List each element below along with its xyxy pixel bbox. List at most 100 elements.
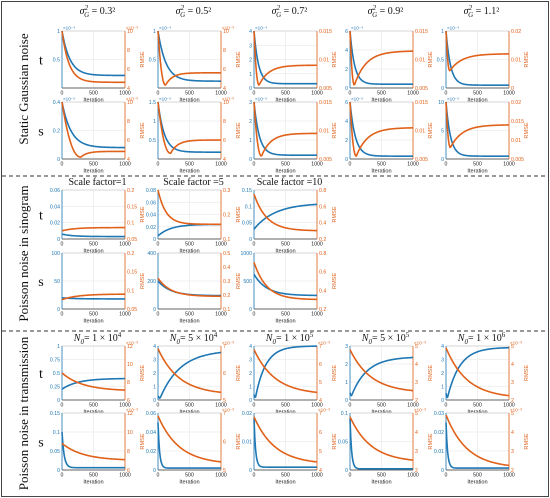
right-tick-label: 6 xyxy=(223,67,226,73)
right-axis-label: RMSE xyxy=(236,273,242,289)
series-line-rmse xyxy=(445,101,510,149)
right-tick-label: 0.1 xyxy=(223,307,230,313)
x-tick-label: 500 xyxy=(185,312,194,318)
right-tick-label: 6 xyxy=(223,138,226,144)
x-tick-label: 1000 xyxy=(311,312,323,318)
subplot-s2-r1-c3: 0 0.05 0.1 2 3 4 5×10⁻³ 0 500 1000 Iteration RMSE xyxy=(338,408,434,486)
x-axis-label: Iteration xyxy=(179,480,199,486)
title-part: = 5 × 10 xyxy=(372,333,406,344)
right-tick-label: 6 xyxy=(319,430,322,436)
right-tick-label: 2 xyxy=(415,398,418,404)
series-line-estimate xyxy=(157,422,222,469)
right-tick-label: 12 xyxy=(127,411,133,417)
title-part: G xyxy=(180,11,185,19)
series-line-estimate xyxy=(445,30,510,86)
right-tick-label: 4 xyxy=(127,86,130,92)
x-tick-label: 0 xyxy=(61,403,64,409)
x-tick-label: 0 xyxy=(349,473,352,479)
left-tick-label: 4 xyxy=(249,29,252,35)
x-tick-label: 0 xyxy=(349,403,352,409)
right-tick-label: 8 xyxy=(127,380,130,386)
right-tick-label: 3 xyxy=(511,449,514,455)
left-tick-label: 0 xyxy=(153,307,156,313)
x-axis-label: Iteration xyxy=(467,480,487,486)
left-multiplier: ×10⁻⁴ xyxy=(63,26,75,31)
left-tick-label: 0.5 xyxy=(149,58,156,64)
right-tick-label: 2 xyxy=(511,398,514,404)
title-part: G xyxy=(468,11,473,19)
left-tick-label: 0.1 xyxy=(341,411,348,417)
left-tick-label: 0.25 xyxy=(50,385,60,391)
column-title: σ2 G = 0.7² xyxy=(272,4,308,19)
left-tick-label: 200 xyxy=(147,279,156,285)
x-axis-label: Iteration xyxy=(179,410,199,416)
subplot-s0-r0-c2: 0 1 2 3 4 0.005 0.01 0.015 ×10⁻⁴ 0 500 1000 Iteratio… xyxy=(249,26,338,104)
right-multiplier: ×10⁻³ xyxy=(318,341,330,346)
left-tick-label: 0.05 xyxy=(338,440,348,446)
right-tick-label: 0.2 xyxy=(127,188,134,194)
right-tick-label: 0.8 xyxy=(319,188,326,194)
right-axis-label: RMSE xyxy=(428,433,434,449)
right-tick-label: 2 xyxy=(415,468,418,474)
subplot-s0-r1-c3: 0 2 4 6 0.005 0.01 0.015 ×10⁻⁵ 0 500 1000 Iteration… xyxy=(345,97,434,175)
right-tick-label: 4 xyxy=(415,430,418,436)
right-tick-label: 6 xyxy=(127,468,130,474)
x-tick-label: 1000 xyxy=(311,473,323,479)
right-axis-label: RMSE xyxy=(332,365,338,381)
x-tick-label: 1000 xyxy=(119,473,131,479)
column-title: N0= 1 × 104 xyxy=(73,331,122,346)
x-axis-label: Iteration xyxy=(275,319,295,325)
left-tick-label: 0.04 xyxy=(146,213,156,219)
x-tick-label: 500 xyxy=(473,403,482,409)
series-line-rmse xyxy=(61,226,126,232)
x-tick-label: 0 xyxy=(157,162,160,168)
x-axis-label: Iteration xyxy=(371,480,391,486)
x-axis-label: Iteration xyxy=(275,410,295,416)
left-multiplier: ×10⁻⁵ xyxy=(159,97,171,102)
title-part: G xyxy=(372,11,377,19)
x-tick-label: 0 xyxy=(61,91,64,97)
right-tick-label: 0.15 xyxy=(127,270,137,276)
x-axis-label: Iteration xyxy=(179,319,199,325)
column-title: Scale factor =5 xyxy=(163,177,224,188)
left-tick-label: 2 xyxy=(153,371,156,377)
x-tick-label: 0 xyxy=(349,91,352,97)
title-part: 0 xyxy=(272,338,276,346)
x-tick-label: 1000 xyxy=(215,162,227,168)
right-axis-label: RMSE xyxy=(428,51,434,67)
column-title: σ2 G = 1.1² xyxy=(464,4,500,19)
right-axis-label: RMSE xyxy=(140,51,146,67)
subplot-s2-r1-c1: 0 0.02 0.04 0.06 5 6 7×10⁻³ 0 500 1000 Iteration RM… xyxy=(146,408,242,486)
x-axis-label: Iteration xyxy=(371,169,391,175)
left-tick-label: 0 xyxy=(345,398,348,404)
title-part: 0 xyxy=(176,338,180,346)
x-tick-label: 500 xyxy=(185,473,194,479)
subplot-s2-r1-c2: 0 0.01 0.02 4 5 6 7×10⁻³ 0 500 1000 Iteration RMSE xyxy=(242,408,338,486)
left-tick-label: 6 xyxy=(345,29,348,35)
right-axis-label: RMSE xyxy=(428,122,434,138)
left-tick-label: 2 xyxy=(345,67,348,73)
right-tick-label: 4 xyxy=(511,362,514,368)
left-tick-label: 0 xyxy=(345,468,348,474)
right-axis-label: RMSE xyxy=(236,365,242,381)
left-tick-label: 0 xyxy=(249,237,252,243)
left-tick-label: 0.04 xyxy=(50,204,60,210)
subplot-s2-r1-c4: 0 0.01 0.02 0.03 2 3 4 5×10⁻³ 0 500 1000 Iteration R… xyxy=(434,408,530,486)
series-line-rmse xyxy=(157,30,222,86)
right-tick-label: 5 xyxy=(319,449,322,455)
right-tick-label: 10 xyxy=(223,100,229,106)
right-axis-label: RMSE xyxy=(524,51,530,67)
title-part: σ xyxy=(272,6,278,17)
x-tick-label: 1000 xyxy=(215,403,227,409)
right-tick-label: 8 xyxy=(127,48,130,54)
x-tick-label: 500 xyxy=(89,403,98,409)
right-axis-label: RMSE xyxy=(428,365,434,381)
right-tick-label: 0.2 xyxy=(223,293,230,299)
row-label-s: s xyxy=(38,125,43,140)
x-tick-label: 500 xyxy=(473,91,482,97)
left-tick-label: 0 xyxy=(249,398,252,404)
x-axis-label: Iteration xyxy=(275,169,295,175)
x-tick-label: 500 xyxy=(281,91,290,97)
right-tick-label: 4 xyxy=(319,468,322,474)
section-title: Poisson noise in transmission xyxy=(16,336,31,490)
